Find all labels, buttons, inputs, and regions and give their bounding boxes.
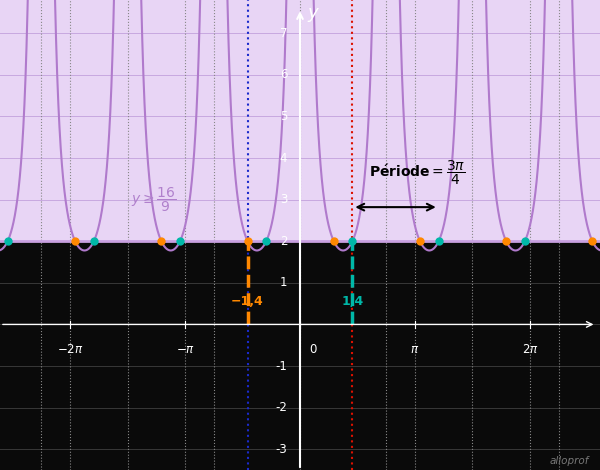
Text: 1: 1 [280, 276, 287, 290]
Text: 2: 2 [280, 235, 287, 248]
Text: $-\pi$: $-\pi$ [176, 343, 194, 356]
Text: 3: 3 [280, 193, 287, 206]
Text: alloprof: alloprof [550, 456, 589, 466]
Text: $\mathbf{P\acute{e}riode} = \dfrac{3\pi}{4}$: $\mathbf{P\acute{e}riode} = \dfrac{3\pi}… [369, 159, 466, 187]
Text: $\pi$: $\pi$ [410, 343, 419, 356]
Text: 5: 5 [280, 110, 287, 123]
Text: $y$: $y$ [307, 6, 320, 24]
Text: 0: 0 [309, 343, 317, 356]
Text: $-2\pi$: $-2\pi$ [57, 343, 83, 356]
Text: 1,4: 1,4 [341, 295, 364, 308]
Text: -1: -1 [275, 360, 287, 373]
Text: 4: 4 [280, 151, 287, 164]
Text: 7: 7 [280, 27, 287, 40]
Text: −1,4: −1,4 [231, 295, 264, 308]
Text: -3: -3 [275, 443, 287, 456]
Text: $y \geq \dfrac{16}{9}$: $y \geq \dfrac{16}{9}$ [131, 186, 176, 214]
Text: -2: -2 [275, 401, 287, 414]
Text: 6: 6 [280, 68, 287, 81]
Text: $2\pi$: $2\pi$ [521, 343, 538, 356]
